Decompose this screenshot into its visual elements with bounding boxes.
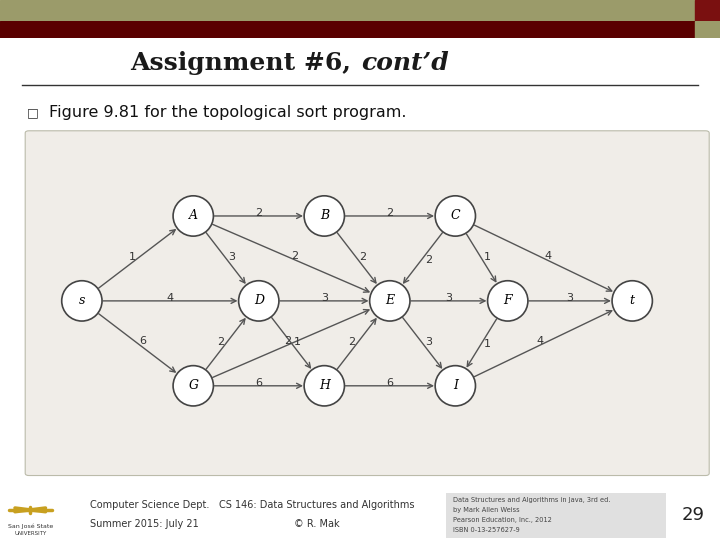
Text: CS 146: Data Structures and Algorithms: CS 146: Data Structures and Algorithms [219,500,415,510]
Bar [695,0,720,21]
Text: 29: 29 [681,506,704,524]
Ellipse shape [435,196,475,236]
Text: I: I [453,379,458,392]
Text: 3: 3 [445,293,452,303]
Text: F: F [503,294,512,307]
Text: E: E [385,294,395,307]
Text: t: t [630,294,635,307]
Text: H: H [319,379,330,392]
Text: Pearson Education, Inc., 2012: Pearson Education, Inc., 2012 [453,517,552,523]
Text: 6: 6 [139,336,146,347]
Text: 6: 6 [387,378,393,388]
Ellipse shape [487,281,528,321]
Text: s: s [78,294,85,307]
Text: D: D [253,294,264,307]
Text: 3: 3 [321,293,328,303]
Text: 4: 4 [167,293,174,303]
Text: Computer Science Dept.: Computer Science Dept. [90,500,210,510]
Ellipse shape [62,281,102,321]
Text: Figure 9.81 for the topological sort program.: Figure 9.81 for the topological sort pro… [49,105,407,120]
Ellipse shape [435,366,475,406]
Text: 2: 2 [284,336,292,346]
Ellipse shape [304,196,344,236]
Text: 1: 1 [484,252,491,262]
Text: 3: 3 [567,293,574,303]
Ellipse shape [173,366,213,406]
Text: Assignment #6,: Assignment #6, [130,51,360,75]
Text: 2: 2 [386,208,393,218]
Text: UNIVERSITY: UNIVERSITY [14,531,46,536]
Text: 1: 1 [129,252,136,261]
Text: ISBN 0-13-257627-9: ISBN 0-13-257627-9 [453,527,520,534]
Text: 1: 1 [294,337,301,347]
Ellipse shape [304,366,344,406]
Text: 3: 3 [228,252,235,262]
Text: Data Structures and Algorithms in Java, 3rd ed.: Data Structures and Algorithms in Java, … [453,497,611,503]
Text: 4: 4 [536,336,544,346]
Ellipse shape [238,281,279,321]
Text: 2: 2 [425,255,432,265]
Text: Summer 2015: July 21: Summer 2015: July 21 [90,519,199,529]
Text: 4: 4 [544,251,552,261]
Text: 1: 1 [484,340,491,349]
Text: G: G [188,379,198,392]
FancyBboxPatch shape [25,131,709,476]
Text: B: B [320,210,329,222]
Text: 6: 6 [256,378,262,388]
Text: San José State: San José State [8,524,53,529]
Text: C: C [451,210,460,222]
Ellipse shape [612,281,652,321]
Text: □: □ [27,106,39,119]
Ellipse shape [173,196,213,236]
Text: 2: 2 [255,208,262,218]
FancyBboxPatch shape [446,493,666,538]
Bar [695,21,720,38]
Text: 2: 2 [359,252,366,262]
Text: 2: 2 [217,337,224,347]
Text: 2: 2 [348,337,355,347]
Ellipse shape [369,281,410,321]
Text: by Mark Allen Weiss: by Mark Allen Weiss [453,507,520,513]
Text: 3: 3 [425,337,432,347]
Text: © R. Mak: © R. Mak [294,519,340,529]
Text: A: A [189,210,198,222]
Text: cont’d: cont’d [361,51,449,75]
Text: 2: 2 [292,251,299,261]
